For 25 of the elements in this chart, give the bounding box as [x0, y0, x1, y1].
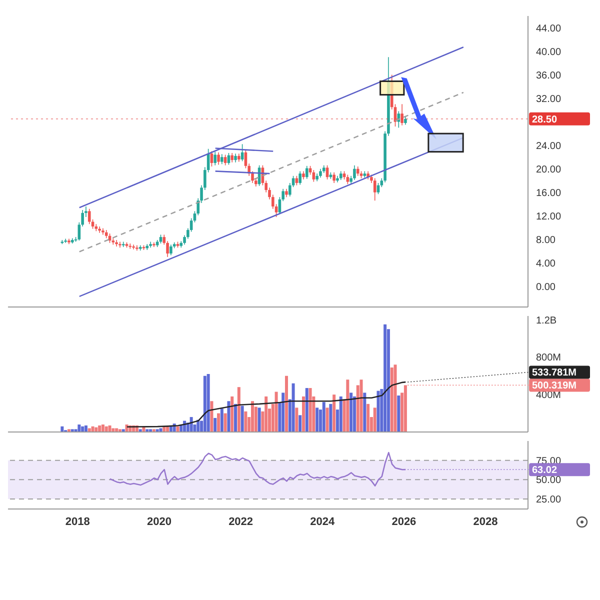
ref-line-label: 28.50 [532, 114, 558, 126]
y-tick-label: 25.00 [536, 494, 562, 506]
x-tick-label: 2028 [473, 516, 498, 528]
y-tick-label: 12.00 [536, 211, 562, 222]
x-tick-label: 2022 [228, 516, 254, 528]
data-label: 63.02 [532, 465, 558, 476]
y-tick-label: 1.2B [536, 315, 557, 326]
y-tick-label: 16.00 [536, 188, 562, 199]
y-tick-label: 20.00 [536, 164, 562, 176]
y-tick-label: 4.00 [536, 258, 556, 270]
y-tick-label: 800M [536, 352, 562, 364]
y-tick-label: 36.00 [536, 70, 562, 82]
y-tick-label: 44.00 [536, 23, 562, 34]
y-tick-label: 40.00 [536, 46, 562, 58]
data-label: 500.319M [532, 380, 576, 392]
x-tick-label: 2020 [147, 516, 172, 528]
y-tick-label: 32.00 [536, 94, 562, 105]
y-tick-label: 8.00 [536, 234, 556, 246]
y-tick-label: 0.00 [536, 282, 556, 293]
x-tick-label: 2018 [65, 516, 90, 528]
x-tick-label: 2026 [392, 516, 416, 528]
x-tick-label: 2024 [310, 516, 336, 528]
data-label: 533.781M [532, 368, 576, 379]
y-tick-label: 24.00 [536, 140, 562, 152]
y-tick-label: 50.00 [536, 475, 562, 486]
